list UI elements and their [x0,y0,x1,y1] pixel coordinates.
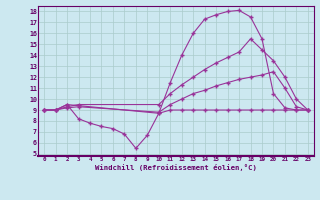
X-axis label: Windchill (Refroidissement éolien,°C): Windchill (Refroidissement éolien,°C) [95,164,257,171]
